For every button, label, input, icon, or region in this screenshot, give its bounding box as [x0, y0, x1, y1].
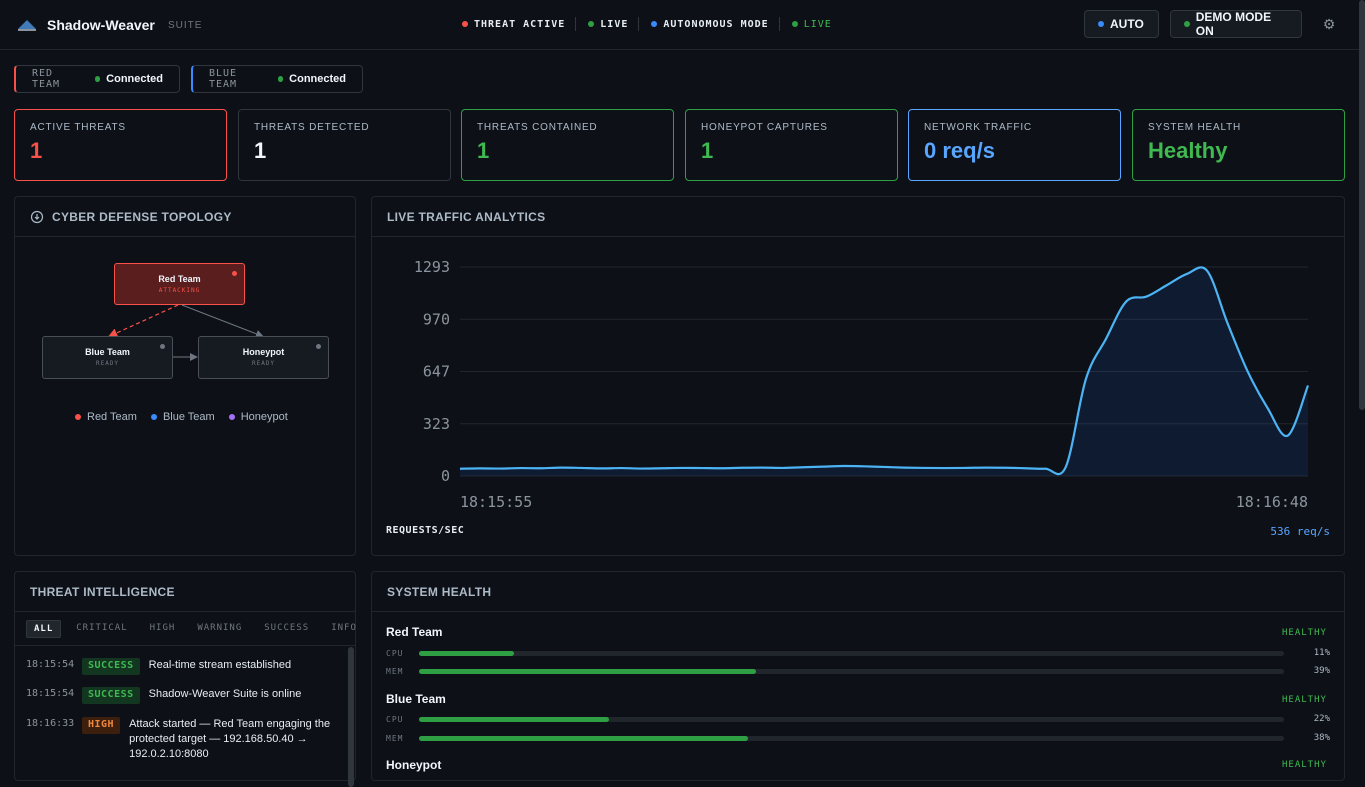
status-dot-icon — [588, 21, 595, 27]
traffic-panel: LIVE TRAFFIC ANALYTICS REQUESTS/SEC 536 … — [371, 196, 1345, 556]
app-suite-label: SUITE — [168, 20, 203, 31]
severity-badge: SUCCESS — [82, 687, 140, 704]
filter-high[interactable]: HIGH — [149, 623, 176, 633]
logo-icon — [18, 20, 36, 31]
y-tick-label: 323 — [423, 415, 450, 433]
legend-dot-icon — [75, 414, 81, 420]
health-row-name: Honeypot — [386, 758, 442, 772]
stat-system-health: SYSTEM HEALTH Healthy — [1132, 109, 1345, 181]
status-dot-icon — [651, 21, 658, 27]
filter-critical[interactable]: CRITICAL — [76, 623, 128, 633]
traffic-chart: 1293 970 647 323 0 18:15:55 18:16:48 — [414, 258, 1310, 511]
node-status-dot-icon — [160, 344, 165, 349]
status-dot-icon — [462, 21, 468, 27]
attack-link — [107, 304, 179, 338]
app-title: Shadow-Weaver — [47, 17, 155, 33]
status-dot-icon — [791, 21, 798, 27]
auto-dot-icon — [1098, 21, 1104, 27]
status-live-secondary: LIVE — [791, 19, 842, 30]
topology-panel-header: CYBER DEFENSE TOPOLOGY — [15, 197, 355, 237]
health-row-name: Blue Team — [386, 692, 446, 706]
legend-honeypot: Honeypot — [228, 411, 288, 423]
node-status-dot-icon — [316, 344, 321, 349]
mem-bar — [419, 736, 1284, 741]
y-tick-label: 0 — [441, 467, 450, 485]
y-tick-label: 1293 — [414, 258, 450, 276]
y-tick-label: 647 — [423, 363, 450, 381]
gear-icon[interactable]: ⚙ — [1322, 16, 1336, 32]
stat-threats-detected: THREATS DETECTED 1 — [238, 109, 451, 181]
app-header: Shadow-Weaver SUITE THREAT ACTIVE LIVE A… — [0, 0, 1365, 50]
status-live: LIVE — [588, 19, 638, 30]
traffic-area — [460, 267, 1308, 476]
status-strip: THREAT ACTIVE LIVE AUTONOMOUS MODE LIVE — [462, 17, 842, 31]
log-entry[interactable]: 18:16:33 HIGH Attack started — Red Team … — [26, 717, 331, 760]
x-tick-label: 18:15:55 — [460, 493, 532, 511]
log-entry[interactable]: 18:15:54 SUCCESS Shadow-Weaver Suite is … — [26, 687, 361, 704]
system-health-panel: SYSTEM HEALTH — [371, 571, 1345, 781]
threat-intel-header: THREAT INTELLIGENCE — [15, 572, 355, 612]
health-row-state: HEALTHY — [1282, 695, 1327, 705]
legend-dot-icon — [150, 414, 157, 420]
cpu-bar — [419, 717, 1284, 722]
topology-legend: Red Team Blue Team Honeypot — [75, 411, 302, 423]
intel-scrollbar[interactable] — [348, 647, 354, 787]
legend-blue-team: Blue Team — [150, 411, 215, 423]
y-tick-label: 970 — [423, 310, 450, 328]
traffic-footer-label: REQUESTS/SEC — [386, 525, 465, 536]
traffic-footer-value: 536 req/s — [1270, 525, 1330, 538]
red-team-connection: RED TEAM Connected — [14, 65, 180, 93]
demo-mode-button[interactable]: DEMO MODE ON — [1170, 10, 1302, 38]
filter-success[interactable]: SUCCESS — [264, 623, 310, 633]
node-status-dot-icon — [232, 271, 237, 276]
stat-honeypot-captures: HONEYPOT CAPTURES 1 — [685, 109, 898, 181]
shield-icon — [30, 210, 44, 223]
filter-warning[interactable]: WARNING — [197, 623, 243, 633]
auto-button[interactable]: AUTO — [1084, 10, 1159, 38]
filter-all[interactable]: ALL — [26, 620, 62, 638]
status-autonomous-mode: AUTONOMOUS MODE — [651, 19, 778, 30]
traffic-panel-header: LIVE TRAFFIC ANALYTICS — [372, 197, 1344, 237]
connected-dot-icon — [277, 76, 284, 82]
severity-badge: SUCCESS — [82, 658, 140, 675]
health-row-state: HEALTHY — [1282, 628, 1327, 638]
topology-links — [107, 304, 264, 361]
legend-dot-icon — [228, 414, 235, 420]
blue-team-connection: BLUE TEAM Connected — [191, 65, 363, 93]
health-row-state: HEALTHY — [1282, 760, 1327, 770]
demo-dot-icon — [1184, 21, 1190, 27]
log-entry[interactable]: 18:15:54 SUCCESS Real-time stream establ… — [26, 658, 361, 675]
blue-team-node[interactable]: Blue Team READY — [42, 336, 173, 379]
status-threat-active: THREAT ACTIVE — [462, 19, 575, 30]
filter-info[interactable]: INFO — [331, 623, 357, 633]
legend-red-team: Red Team — [75, 411, 137, 423]
traffic-line — [459, 266, 1310, 476]
connected-dot-icon — [94, 76, 101, 82]
intel-filter-tabs: ALL CRITICAL HIGH WARNING SUCCESS INFO — [26, 620, 372, 638]
cpu-bar — [419, 651, 1284, 656]
stat-threats-contained: THREATS CONTAINED 1 — [461, 109, 674, 181]
stat-network-traffic: NETWORK TRAFFIC 0 req/s — [908, 109, 1121, 181]
red-team-node[interactable]: Red Team ATTACKING — [114, 263, 245, 305]
mem-bar — [419, 669, 1284, 674]
system-health-header: SYSTEM HEALTH — [372, 572, 1344, 612]
health-row-name: Red Team — [386, 625, 443, 639]
stat-active-threats: ACTIVE THREATS 1 — [14, 109, 227, 181]
severity-badge: HIGH — [82, 717, 121, 734]
route-link — [181, 304, 264, 338]
page-scrollbar[interactable] — [1359, 0, 1365, 410]
x-tick-label: 18:16:48 — [1236, 493, 1308, 511]
honeypot-node[interactable]: Honeypot READY — [198, 336, 329, 379]
